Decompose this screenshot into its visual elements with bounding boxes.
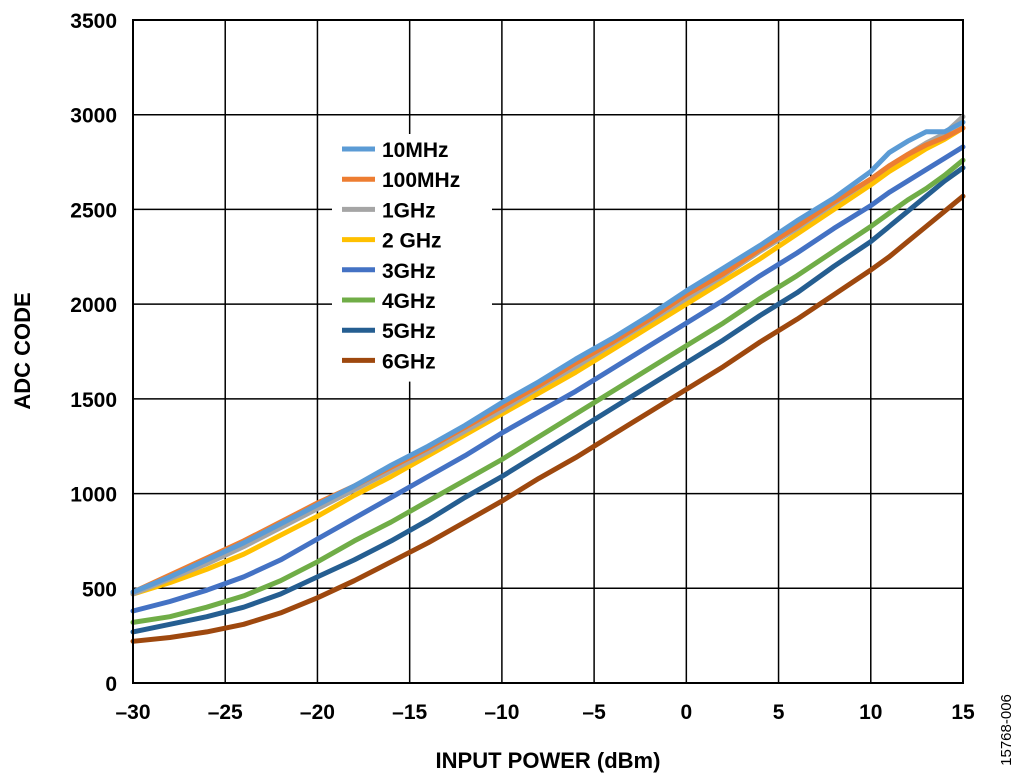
series-layer xyxy=(130,114,966,644)
series-line-10mhz xyxy=(130,119,966,595)
series-line-3ghz xyxy=(130,144,966,614)
y-axis-label: ADC CODE xyxy=(10,292,35,409)
legend-label: 2 GHz xyxy=(382,230,442,253)
x-tick-label: –10 xyxy=(484,701,519,724)
x-axis-label: INPUT POWER (dBm) xyxy=(436,748,661,773)
x-tick-label: –5 xyxy=(582,701,606,724)
plot-border xyxy=(132,19,964,684)
legend: 10MHz 100MHz 1GHz 2 GHz 3GHz 4GHz 5GHz 6GHz xyxy=(332,134,492,382)
x-tick-labels: –30 –25 –20 –15 –10 –5 0 5 10 15 xyxy=(115,701,975,724)
legend-label: 100MHz xyxy=(382,169,460,192)
y-tick-labels: 0 500 1000 1500 2000 2500 3000 3500 xyxy=(70,10,117,696)
x-tick-label: –25 xyxy=(208,701,243,724)
series-line-2ghz xyxy=(130,125,966,597)
x-tick-label: 15 xyxy=(951,701,975,724)
legend-label: 3GHz xyxy=(382,260,436,283)
y-tick-label: 1000 xyxy=(70,484,117,507)
x-tick-label: 5 xyxy=(773,701,785,724)
legend-label: 6GHz xyxy=(382,350,436,373)
y-tick-label: 3000 xyxy=(70,105,117,128)
y-tick-label: 2500 xyxy=(70,199,117,222)
legend-label: 1GHz xyxy=(382,199,436,222)
y-tick-label: 1500 xyxy=(70,389,117,412)
x-tick-label: 0 xyxy=(680,701,692,724)
legend-box xyxy=(332,134,492,382)
y-tick-label: 3500 xyxy=(70,10,117,33)
legend-label: 4GHz xyxy=(382,290,436,313)
legend-label: 5GHz xyxy=(382,320,436,343)
x-tick-label: –20 xyxy=(300,701,335,724)
x-tick-label: 10 xyxy=(859,701,882,724)
x-tick-label: –30 xyxy=(115,701,150,724)
plot-area xyxy=(133,20,963,683)
y-tick-label: 0 xyxy=(105,673,117,696)
y-tick-label: 500 xyxy=(82,578,117,601)
figure-id: 15768-006 xyxy=(998,694,1015,766)
series-line-6ghz xyxy=(130,193,966,644)
x-tick-label: –15 xyxy=(392,701,427,724)
series-line-5ghz xyxy=(130,165,966,635)
legend-label: 10MHz xyxy=(382,139,449,162)
y-tick-label: 2000 xyxy=(70,294,117,317)
series-line-4ghz xyxy=(130,157,966,625)
